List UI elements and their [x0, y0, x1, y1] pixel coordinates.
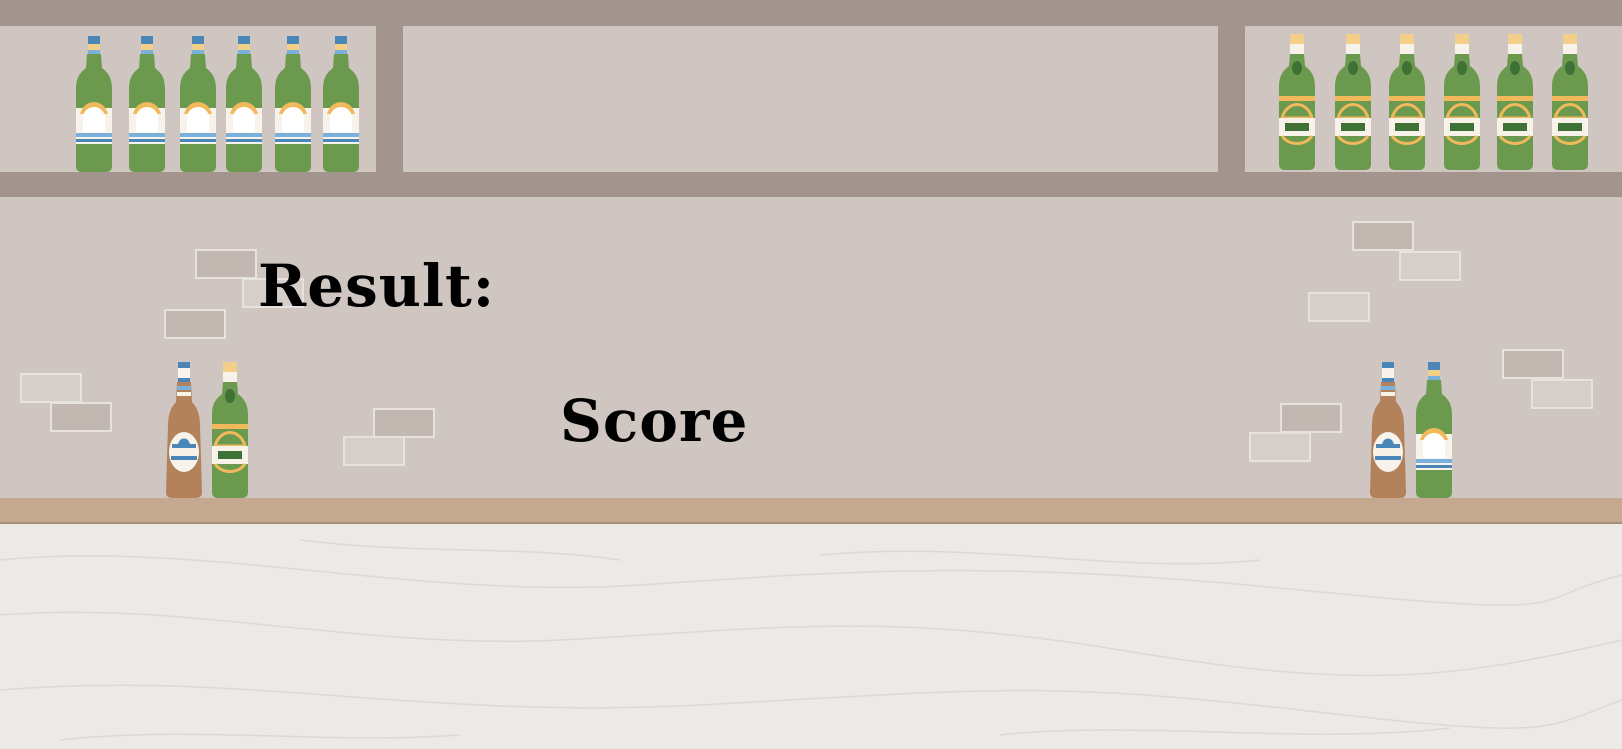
counter-top	[0, 498, 1622, 524]
top-shelf-board	[0, 0, 1622, 26]
shelf-post-left	[376, 22, 403, 174]
bottle-shelf-board	[0, 172, 1622, 197]
floor	[0, 524, 1622, 749]
bricks	[20, 221, 1593, 466]
floor-wood-grain	[0, 539, 1622, 741]
result-label: Result:	[258, 252, 496, 320]
score-label: Score	[560, 387, 749, 455]
shelf-post-right	[1218, 22, 1245, 174]
